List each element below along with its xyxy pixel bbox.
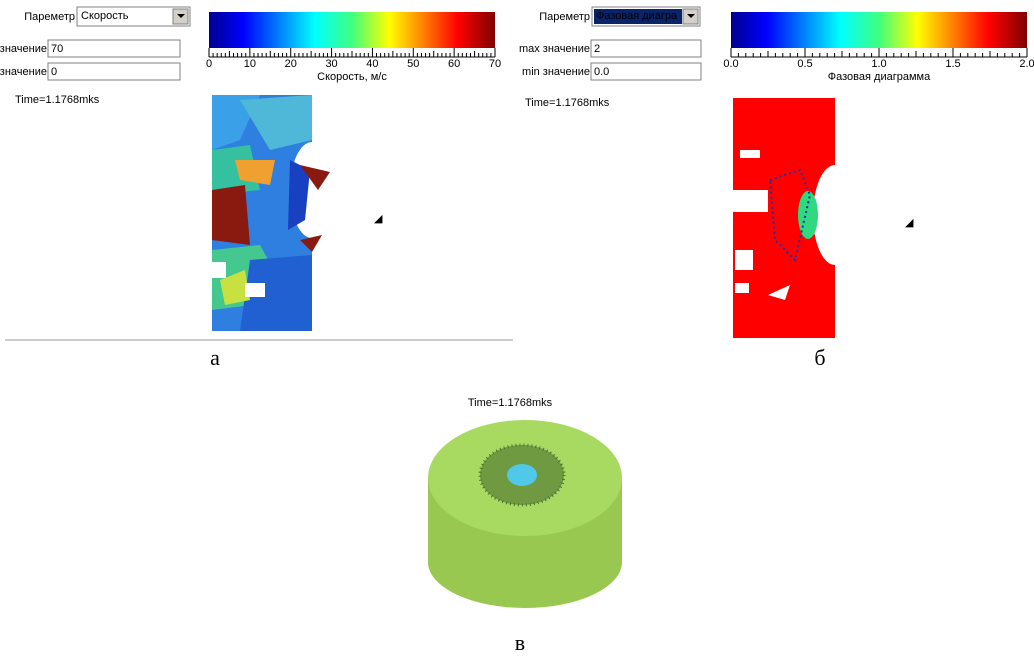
min-value: 0.0: [594, 66, 609, 78]
max-value: 70: [51, 43, 63, 55]
min-label: min значение: [0, 66, 47, 78]
phase-field: [733, 98, 857, 338]
colorbar-tick-label: 40: [366, 58, 378, 70]
colorbar-tick-label: 2.0: [1019, 58, 1034, 70]
time-label: Time=1.1768mks: [468, 397, 553, 409]
panel-caption: а: [210, 345, 220, 370]
colorbar-tick-label: 1.5: [945, 58, 960, 70]
marker: ◢: [905, 217, 914, 229]
colorbar-tick-label: 0.0: [723, 58, 738, 70]
colorbar-tick-label: 0.5: [797, 58, 812, 70]
colorbar-tick-label: 10: [244, 58, 256, 70]
page: Simulation screenshots body{margin:0;bac…: [0, 0, 1034, 659]
combobox-value: Скорость: [81, 10, 129, 22]
colorbar-tick-label: 0: [206, 58, 212, 70]
colorbar-tick-label: 30: [325, 58, 337, 70]
max-input[interactable]: [48, 40, 180, 57]
max-value: 2: [594, 43, 600, 55]
max-label: max значение: [0, 43, 47, 55]
panel-caption: б: [814, 345, 825, 370]
parameter-label: Пареметр: [539, 11, 590, 23]
colorbar-tick-label: 1.0: [871, 58, 886, 70]
min-value: 0: [51, 66, 57, 78]
colorbar-tick-label: 20: [285, 58, 297, 70]
min-label: min значение: [522, 66, 590, 78]
parameter-label: Пареметр: [24, 11, 75, 23]
colorbar-title: Фазовая диаграмма: [828, 71, 931, 83]
body: {"panels":[ {"caption":"а","parameter_la…: [0, 0, 1034, 659]
colorbar-tick-label: 70: [489, 58, 501, 70]
max-label: max значение: [519, 43, 590, 55]
velocity-field: [212, 95, 334, 331]
panel-caption: в: [515, 630, 525, 655]
min-input[interactable]: [48, 63, 180, 80]
colorbar: [209, 12, 495, 48]
combobox-value: Фазовая диагра: [596, 10, 678, 22]
marker: ◢: [374, 213, 383, 225]
colorbar-title: Скорость, м/с: [317, 71, 387, 83]
colorbar-tick-label: 50: [407, 58, 419, 70]
max-input[interactable]: [591, 40, 701, 57]
time-label: Time=1.1768mks: [15, 94, 100, 106]
time-label: Time=1.1768mks: [525, 97, 610, 109]
figure: ◢ ◢ Пареметр Скорость max значение 70 min зн…: [0, 0, 1034, 659]
cylinder-render: [428, 420, 622, 608]
colorbar-tick-label: 60: [448, 58, 460, 70]
colorbar: [731, 12, 1027, 48]
